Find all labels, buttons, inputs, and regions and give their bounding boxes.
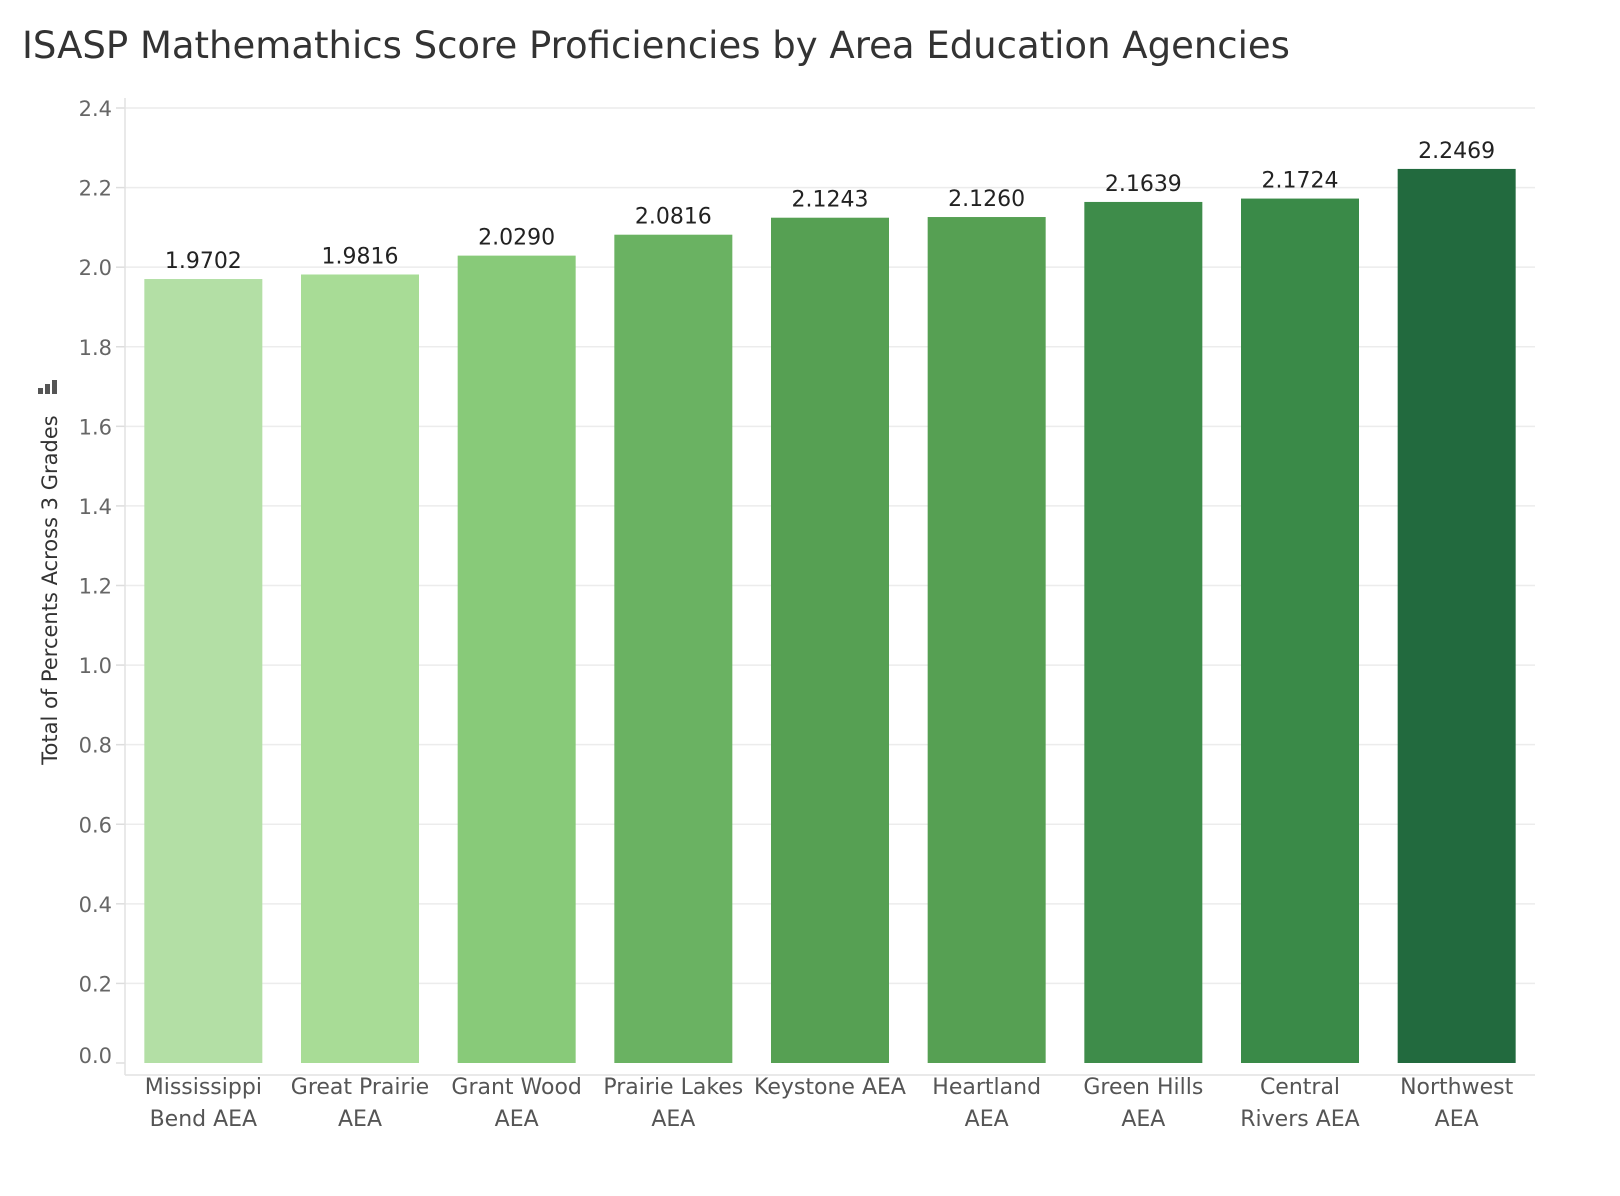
y-tick-label: 2.4 bbox=[79, 97, 112, 121]
bar[interactable] bbox=[1241, 198, 1359, 1064]
y-tick-label: 2.0 bbox=[79, 256, 112, 280]
x-tick-label: Grant Wood bbox=[451, 1075, 582, 1100]
y-tick-label: 0.8 bbox=[79, 734, 112, 758]
y-tick-label: 1.2 bbox=[79, 575, 112, 599]
y-axis-title: Total of Percents Across 3 Grades bbox=[38, 415, 62, 765]
bar[interactable] bbox=[301, 274, 419, 1063]
x-tick-label: Prairie Lakes bbox=[603, 1075, 743, 1100]
x-tick-label: Keystone AEA bbox=[754, 1075, 906, 1100]
data-labels: 1.9702 1.9816 2.0290 2.0816 2.1243 2.1260 2.16… bbox=[165, 139, 1495, 274]
x-tick-label: Heartland bbox=[932, 1075, 1041, 1100]
data-label: 2.1243 bbox=[792, 188, 869, 213]
bar[interactable] bbox=[1397, 168, 1516, 1064]
x-tick-label: Mississippi bbox=[145, 1075, 262, 1100]
y-tick-label: 1.6 bbox=[79, 415, 112, 439]
y-tick-label: 0.6 bbox=[79, 813, 112, 837]
data-label: 2.1724 bbox=[1262, 169, 1339, 194]
x-tick-label: AEA bbox=[338, 1107, 382, 1132]
data-label: 1.9702 bbox=[165, 249, 242, 274]
y-tick-label: 2.2 bbox=[79, 177, 112, 201]
x-tick-label: Great Prairie bbox=[291, 1075, 429, 1100]
data-label: 1.9816 bbox=[322, 244, 399, 269]
data-label: 2.1260 bbox=[948, 187, 1025, 212]
x-tick-label: Green Hills bbox=[1083, 1075, 1203, 1100]
bar[interactable] bbox=[457, 255, 576, 1064]
y-tick-label: 1.4 bbox=[79, 495, 112, 519]
y-tick-label: 0.4 bbox=[79, 893, 112, 917]
x-tick-label: Bend AEA bbox=[150, 1107, 258, 1132]
x-tick-label: AEA bbox=[1435, 1107, 1479, 1132]
data-label: 2.2469 bbox=[1418, 139, 1495, 164]
axes: 0.0 0.2 0.4 0.6 0.8 1.0 1.2 1.4 1.6 1.8 2.0 2.2 2.4 bbox=[79, 97, 1535, 1076]
y-tick-label: 1.8 bbox=[79, 336, 112, 360]
bar[interactable] bbox=[614, 234, 733, 1064]
y-tick-label: 0.2 bbox=[79, 972, 112, 996]
data-label: 2.0816 bbox=[635, 205, 712, 230]
bar[interactable] bbox=[771, 217, 889, 1063]
bar[interactable] bbox=[1084, 201, 1203, 1063]
x-tick-label: Northwest bbox=[1400, 1075, 1514, 1100]
chart-title: ISASP Mathemathics Score Proficiencies b… bbox=[22, 24, 1290, 67]
sort-icon[interactable] bbox=[38, 380, 57, 394]
bar[interactable] bbox=[927, 217, 1046, 1063]
x-tick-label: AEA bbox=[651, 1107, 695, 1132]
x-tick-label: AEA bbox=[495, 1107, 539, 1132]
x-tick-label: AEA bbox=[965, 1107, 1009, 1132]
y-tick-label: 1.0 bbox=[79, 654, 112, 678]
x-tick-label: Rivers AEA bbox=[1240, 1107, 1359, 1132]
data-label: 2.1639 bbox=[1105, 172, 1182, 197]
data-label: 2.0290 bbox=[478, 226, 555, 251]
x-tick-label: Central bbox=[1260, 1075, 1340, 1100]
bar[interactable] bbox=[144, 279, 263, 1063]
x-tick-label: AEA bbox=[1121, 1107, 1165, 1132]
bars bbox=[144, 168, 1516, 1064]
y-tick-label: 0.0 bbox=[79, 1044, 112, 1068]
category-labels: Mississippi Bend AEA Great Prairie AEA Grant… bbox=[145, 1075, 1514, 1132]
